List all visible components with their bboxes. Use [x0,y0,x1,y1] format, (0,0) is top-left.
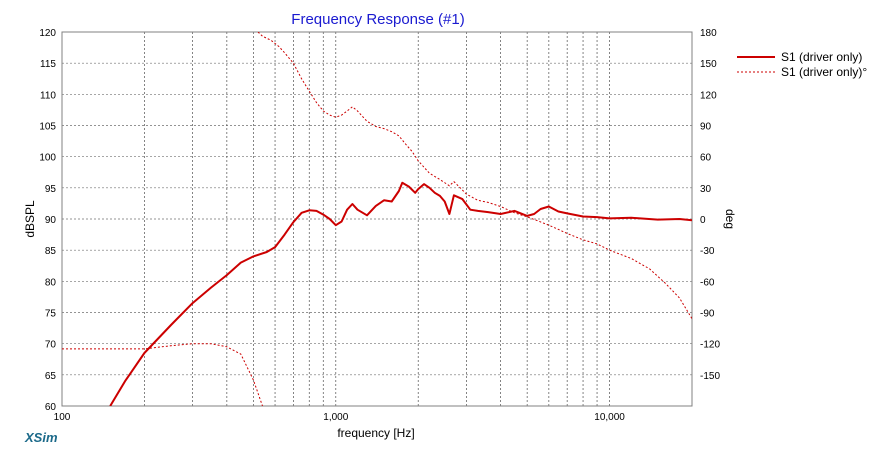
right-axis-ticks: -150 -120 -90 -60 -30 0 30 60 90 120 150 180 [700,28,720,382]
legend-entry-phase: S1 (driver only)° [781,65,867,79]
y2-tick-label: 90 [700,122,712,133]
y2-tick-label: 0 [700,215,706,226]
x-tick-label: 1,000 [323,412,348,423]
y2-tick-label: -60 [700,277,715,288]
series-layer [62,32,692,406]
x-tick-label: 10,000 [594,412,625,423]
legend: S1 (driver only) S1 (driver only)° [737,50,867,79]
y-tick-label: 75 [45,309,57,320]
plot-area [61,31,693,407]
y2-tick-label: -120 [700,340,720,351]
y2-tick-label: 60 [700,153,712,164]
chart-title: Frequency Response (#1) [291,11,464,28]
x-tick-label: 100 [54,412,71,423]
x-axis-title: frequency [Hz] [337,426,414,440]
y2-tick-label: 30 [700,184,712,195]
y-tick-label: 60 [45,402,57,413]
xsim-brand-label: XSim [24,430,58,445]
phase-series-line [62,343,263,406]
y-tick-label: 115 [40,59,56,70]
phase-series-line [257,32,692,319]
magnitude-series-line [109,181,692,406]
y2-tick-label: 150 [700,59,717,70]
y-tick-label: 95 [45,184,57,195]
y-tick-label: 70 [45,340,57,351]
left-axis-ticks: 60 65 70 75 80 85 90 95 100 105 110 115 120 [39,28,56,413]
y2-tick-label: 120 [700,90,717,101]
y-tick-label: 100 [39,153,56,164]
y2-tick-label: 180 [700,28,717,39]
y-tick-label: 90 [45,215,57,226]
grid [62,32,692,406]
y2-axis-title: deg [723,209,737,229]
y-tick-label: 85 [45,246,57,257]
y-axis-title: dBSPL [23,200,37,238]
y2-tick-label: -30 [700,246,715,257]
y-tick-label: 105 [39,122,56,133]
y-tick-label: 110 [40,90,56,101]
y-tick-label: 80 [45,277,57,288]
y-tick-label: 120 [39,28,56,39]
y-tick-label: 65 [45,371,57,382]
y2-tick-label: -90 [700,309,715,320]
legend-entry-magnitude: S1 (driver only) [781,50,862,64]
x-axis-ticks: 100 1,000 10,000 [54,412,626,423]
y2-tick-label: -150 [700,371,720,382]
